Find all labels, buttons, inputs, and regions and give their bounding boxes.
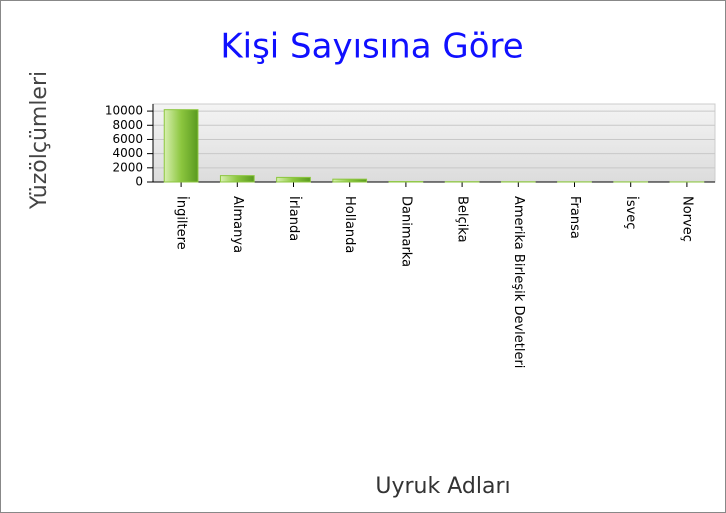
y-tick-label: 8000	[112, 118, 143, 132]
y-axis-title: Yüzölçümleri	[27, 71, 52, 210]
x-axis-title: Uyruk Adları	[375, 474, 510, 499]
y-tick-label: 4000	[112, 146, 143, 160]
x-tick-label: Almanya	[230, 196, 245, 253]
bar	[163, 109, 199, 183]
x-tick-label: İsveç	[623, 196, 639, 229]
x-tick-label: Hollanda	[342, 196, 357, 253]
bar	[276, 176, 311, 183]
x-tick-label: Fransa	[567, 196, 582, 239]
x-tick-label: Norveç	[679, 196, 694, 242]
x-tick-label: İngiltere	[174, 196, 190, 250]
bar	[219, 175, 255, 183]
chart-title: Kişi Sayısına Göre	[220, 27, 523, 67]
y-tick-label: 10000	[105, 104, 143, 118]
x-tick-label: İrlanda	[286, 196, 302, 241]
x-tick-label: Amerika Birleşik Devletleri	[511, 196, 526, 368]
y-tick-label: 0	[135, 175, 143, 189]
x-tick-label: Belçika	[455, 196, 470, 243]
bar	[332, 178, 368, 183]
x-tick-label: Danimarka	[398, 196, 413, 267]
plot-area	[152, 103, 716, 183]
y-tick-label: 2000	[112, 160, 143, 174]
y-tick-label: 6000	[112, 132, 143, 146]
